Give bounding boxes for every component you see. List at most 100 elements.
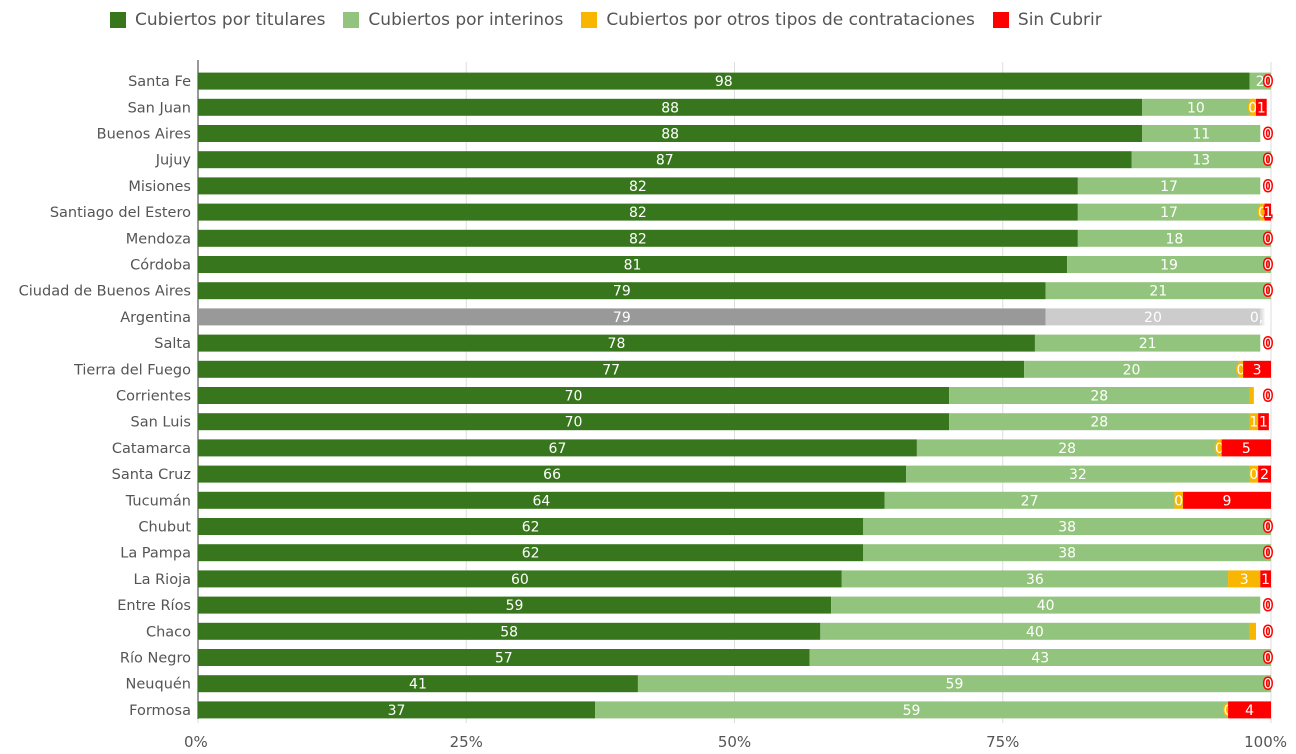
data-label: 28 [1058,441,1076,457]
bar-segment[interactable] [1228,570,1261,588]
bar-segment[interactable] [198,413,950,431]
bar-segment[interactable] [1077,177,1261,195]
bar-segment[interactable] [198,649,810,666]
bar-segment[interactable] [198,622,821,640]
bar-segment[interactable] [1249,387,1254,404]
bar-segment[interactable] [595,701,1229,719]
bar-segment[interactable] [1258,465,1271,483]
bar-segment[interactable] [1077,229,1271,247]
bar-segment[interactable] [1131,151,1271,169]
legend-item[interactable]: Cubiertos por otros tipos de contratacio… [581,10,975,30]
data-label: 1 [1257,100,1266,116]
bar-segment[interactable] [198,72,1250,90]
bar-segment[interactable] [198,229,1078,247]
bar-segment[interactable] [198,596,832,614]
bar-segment[interactable] [1077,203,1261,221]
data-label: 0 [1264,389,1273,405]
data-label: 82 [629,179,647,195]
bar-segment[interactable] [1142,98,1250,116]
bar-segment[interactable] [198,177,1078,195]
bar-segment[interactable] [1260,570,1271,588]
bar-segment[interactable] [198,98,1143,116]
bar-segment[interactable] [1142,125,1261,142]
data-label: 0 [1249,467,1258,483]
category-label: La Rioja [134,572,191,588]
legend-item[interactable]: Cubiertos por titulares [110,10,325,30]
bar-segment[interactable] [1221,439,1271,457]
bar-segment[interactable] [1045,308,1261,326]
data-label: 13 [1192,153,1210,169]
legend-item[interactable]: Sin Cubrir [992,10,1102,30]
bar-segment[interactable] [1217,439,1222,457]
bar-segment[interactable] [1264,203,1271,221]
bar-segment[interactable] [198,125,1143,142]
bar-segment[interactable] [1255,98,1267,116]
bar-segment[interactable] [198,334,1035,352]
bar-segment[interactable] [1238,360,1244,378]
bar-segment[interactable] [1249,465,1259,483]
data-label: 3 [1240,572,1249,588]
data-label: 40 [1037,598,1055,614]
bar-segment[interactable] [198,360,1025,378]
bar-segment[interactable] [906,465,1250,483]
bar-segment[interactable] [198,308,1046,326]
bar-segment[interactable] [198,439,917,457]
bar-segment[interactable] [1045,282,1271,300]
category-label: Tucumán [125,493,191,509]
category-label: Mendoza [126,231,191,247]
category-label: Neuquén [126,677,191,693]
bar-segment[interactable] [1243,360,1271,378]
bar-segment[interactable] [198,387,950,404]
data-label: 19 [1160,258,1178,274]
bar-segment[interactable] [1067,256,1271,273]
data-label: 0 [1264,153,1273,169]
bar-segment[interactable] [1249,72,1271,90]
bar-segment[interactable] [198,151,1132,169]
data-label: 5 [1242,441,1251,457]
bar-segment[interactable] [198,203,1078,221]
data-label: 0 [1264,520,1273,536]
bar-segment[interactable] [1174,491,1184,509]
bar-segment[interactable] [820,622,1250,640]
bar-segment[interactable] [198,465,907,483]
bar-segment[interactable] [1258,413,1269,431]
bar-segment[interactable] [198,544,864,562]
data-label: 11 [1192,127,1210,143]
bar-segment[interactable] [831,596,1261,614]
bar-segment[interactable] [637,675,1271,693]
data-label: 38 [1058,520,1076,536]
category-label: Chaco [146,624,191,640]
bar-segment[interactable] [198,701,596,719]
bar-segment[interactable] [1228,701,1271,719]
bar-segment[interactable] [1034,334,1261,352]
legend-item[interactable]: Cubiertos por interinos [343,10,563,30]
bar-segment[interactable] [198,282,1046,300]
bar-segment[interactable] [198,518,864,535]
bar-segment[interactable] [1262,308,1265,326]
bar-segment[interactable] [863,518,1271,535]
category-label: San Luis [131,415,192,431]
bar-segment[interactable] [1024,360,1239,378]
bar-segment[interactable] [1249,98,1256,116]
data-label: 70 [565,389,583,405]
bar-segment[interactable] [1260,308,1263,326]
bar-segment[interactable] [1249,622,1256,640]
bar-segment[interactable] [809,649,1271,666]
bar-segment[interactable] [863,544,1271,562]
bar-segment[interactable] [884,491,1175,509]
bar-segment[interactable] [198,570,842,588]
bar-segment[interactable] [198,675,638,693]
data-label: 0 [1174,493,1183,509]
data-label: 59 [903,703,921,719]
bar-segment[interactable] [198,491,885,509]
bar-segment[interactable] [841,570,1229,588]
bar-segment[interactable] [949,413,1250,431]
bar-segment[interactable] [1249,413,1259,431]
bar-segment[interactable] [949,387,1250,404]
bar-segment[interactable] [1183,491,1271,509]
bar-segment[interactable] [916,439,1218,457]
data-label: 43 [1031,651,1049,667]
bar-segment[interactable] [198,256,1068,273]
bar-segment[interactable] [1260,203,1265,221]
